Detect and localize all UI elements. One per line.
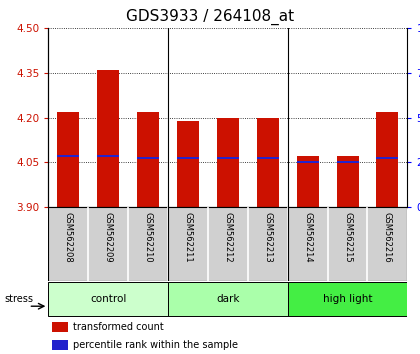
Bar — [257, 118, 279, 207]
Bar — [376, 112, 399, 207]
Text: high light: high light — [323, 294, 372, 304]
Text: GSM562212: GSM562212 — [223, 212, 232, 263]
Text: GSM562208: GSM562208 — [64, 212, 73, 263]
Bar — [97, 155, 119, 158]
Bar — [177, 121, 199, 207]
Text: GSM562209: GSM562209 — [104, 212, 113, 263]
Text: stress: stress — [4, 294, 33, 304]
Text: GSM562211: GSM562211 — [184, 212, 192, 263]
Bar — [297, 156, 319, 207]
Text: control: control — [90, 294, 126, 304]
Bar — [336, 156, 359, 207]
Bar — [137, 112, 159, 207]
Text: GSM562210: GSM562210 — [144, 212, 152, 263]
Bar — [52, 322, 68, 332]
Text: GSM562216: GSM562216 — [383, 212, 392, 263]
Bar — [376, 157, 399, 159]
Bar — [57, 112, 79, 207]
Bar — [217, 118, 239, 207]
Text: GSM562215: GSM562215 — [343, 212, 352, 263]
Bar — [97, 70, 119, 207]
Bar — [57, 155, 79, 158]
Text: transformed count: transformed count — [74, 322, 164, 332]
Text: GSM562213: GSM562213 — [263, 212, 272, 263]
Bar — [288, 282, 407, 316]
Bar — [297, 161, 319, 164]
Text: percentile rank within the sample: percentile rank within the sample — [74, 340, 239, 350]
Bar — [48, 282, 168, 316]
Bar — [52, 340, 68, 350]
Text: GSM562214: GSM562214 — [303, 212, 312, 263]
Text: GDS3933 / 264108_at: GDS3933 / 264108_at — [126, 9, 294, 25]
Bar — [336, 161, 359, 164]
Bar — [137, 157, 159, 159]
Bar — [168, 282, 288, 316]
Bar — [257, 157, 279, 159]
Bar — [177, 157, 199, 159]
Bar — [217, 157, 239, 159]
Text: dark: dark — [216, 294, 239, 304]
